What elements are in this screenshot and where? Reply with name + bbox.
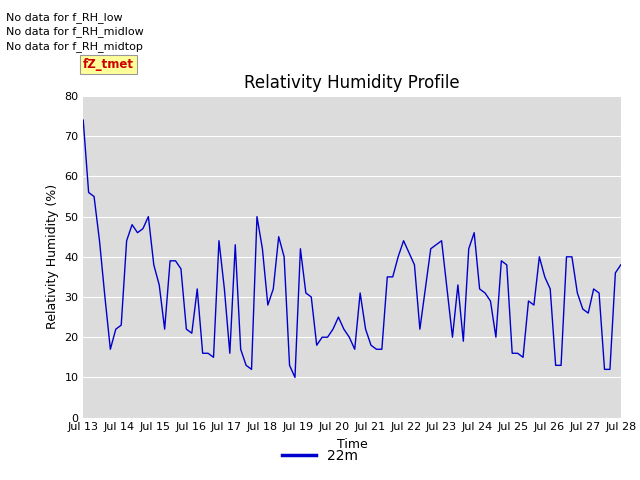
- Y-axis label: Relativity Humidity (%): Relativity Humidity (%): [45, 184, 59, 329]
- Text: No data for f_RH_midtop: No data for f_RH_midtop: [6, 41, 143, 52]
- Text: No data for f_RH_low: No data for f_RH_low: [6, 12, 123, 23]
- Title: Relativity Humidity Profile: Relativity Humidity Profile: [244, 73, 460, 92]
- Legend: 22m: 22m: [276, 443, 364, 468]
- Text: No data for f_RH_midlow: No data for f_RH_midlow: [6, 26, 144, 37]
- X-axis label: Time: Time: [337, 438, 367, 451]
- Text: fZ_tmet: fZ_tmet: [83, 58, 134, 71]
